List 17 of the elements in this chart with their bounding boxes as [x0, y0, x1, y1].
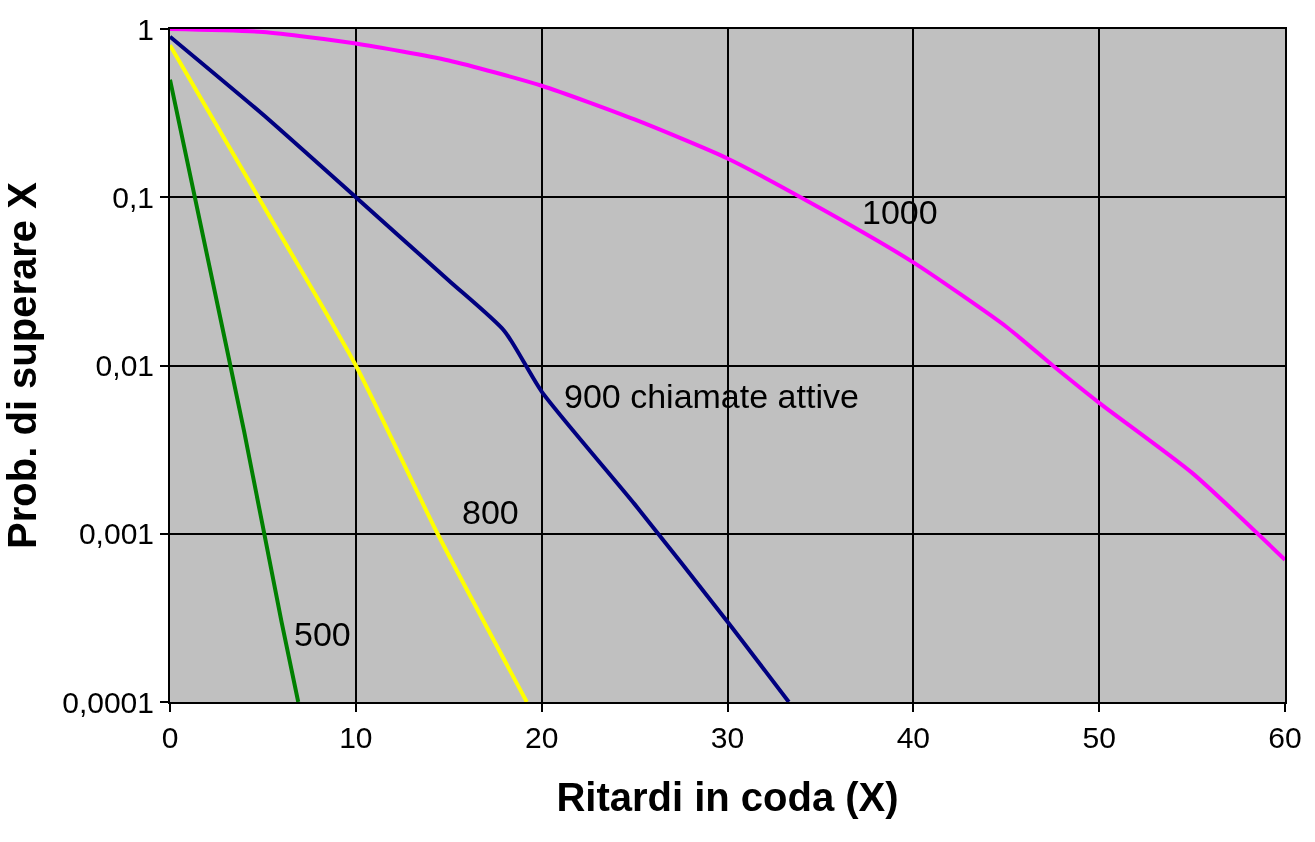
series-label: 800 — [462, 493, 519, 531]
x-tick-label: 20 — [524, 721, 559, 754]
x-tick-label: 0 — [161, 721, 179, 754]
x-tick-label: 40 — [896, 721, 931, 754]
x-tick-label: 10 — [339, 721, 373, 754]
y-tick-label: 0,01 — [95, 349, 154, 382]
y-tick-label: 1 — [137, 12, 154, 46]
series-label: 500 — [294, 615, 351, 653]
y-tick-label: 0,0001 — [62, 685, 154, 719]
line-series — [170, 43, 529, 702]
x-axis-title: Ritardi in coda (X) — [556, 775, 899, 819]
y-tick-label: 0,001 — [78, 517, 154, 551]
y-tick-label: 0,1 — [112, 180, 154, 214]
x-tick-label: 60 — [1268, 721, 1302, 754]
x-tick-label: 30 — [710, 721, 745, 754]
y-axis-title: Prob. di superare X — [0, 181, 44, 549]
x-tick-label: 50 — [1082, 721, 1116, 754]
